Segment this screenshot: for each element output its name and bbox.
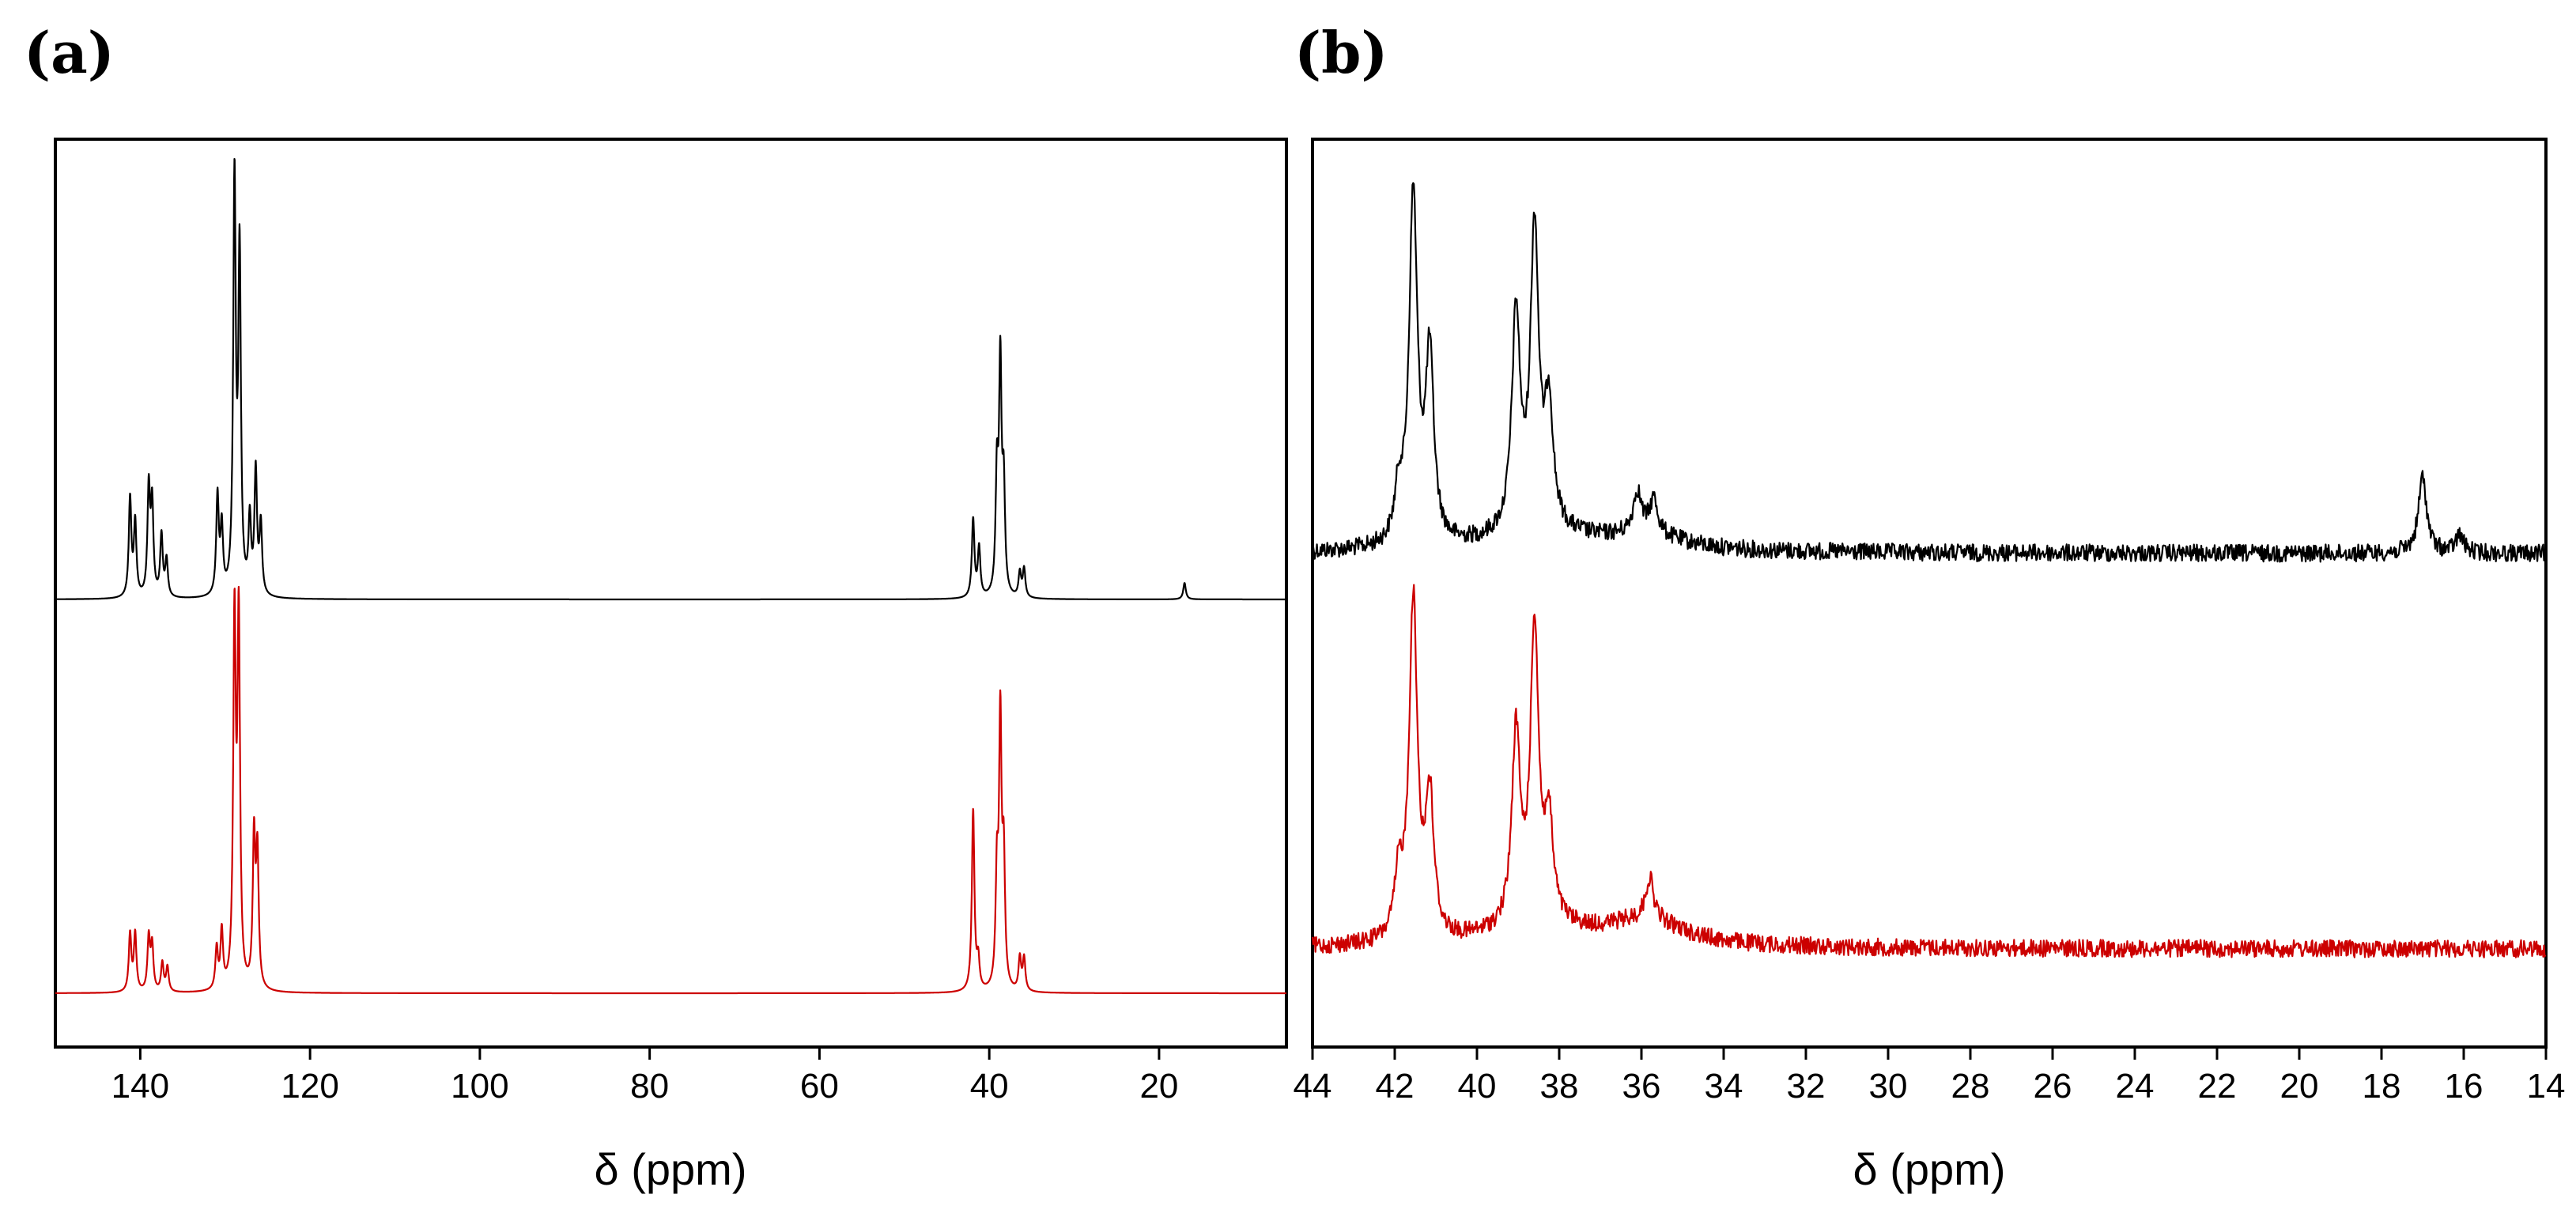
panel-a-label: (a) [24,19,115,86]
panel-b-x-tick-label: 40 [1458,1067,1497,1106]
panel-a-x-tick-label: 60 [800,1067,839,1106]
panel-b-black-spectrum [1311,182,2547,563]
panel-a-frame [54,138,1288,1049]
panel-a-traces [55,157,1287,995]
panel-b-x-tick-label: 20 [2280,1067,2319,1106]
panel-a: (a) 140 120 100 80 60 40 20 δ (ppm) [24,19,1288,1194]
panel-b-red-spectrum [1311,584,2547,958]
panel-b-x-tick-label: 22 [2198,1067,2237,1106]
panel-b-x-ticks: 44 42 40 38 36 34 32 30 28 26 24 22 20 18 16 14 [1294,1047,2566,1106]
panel-b-x-tick-label: 44 [1294,1067,1332,1106]
panel-b-x-tick-label: 26 [2034,1067,2072,1106]
panel-a-x-tick-label: 100 [451,1067,508,1106]
panel-b-label: (b) [1294,19,1388,86]
panel-b-x-tick-label: 34 [1705,1067,1743,1106]
panel-a-x-axis-title: δ (ppm) [595,1144,747,1194]
panel-a-black-spectrum [55,157,1287,601]
panel-a-x-tick-label: 140 [111,1067,169,1106]
panel-a-red-spectrum [55,585,1287,995]
panel-b-x-tick-label: 42 [1376,1067,1415,1106]
panel-a-x-ticks: 140 120 100 80 60 40 20 [111,1047,1178,1106]
panel-b-x-axis-title: δ (ppm) [1853,1144,2006,1194]
panel-b-x-tick-label: 14 [2527,1067,2566,1106]
panel-a-x-tick-label: 20 [1139,1067,1178,1106]
panel-b: (b) 44 42 40 38 36 34 32 30 28 26 24 22 20 18 16 14 δ (… [1294,19,2566,1194]
panel-b-traces [1311,182,2547,958]
panel-a-x-tick-label: 120 [281,1067,338,1106]
panel-b-x-tick-label: 30 [1869,1067,1908,1106]
panel-b-x-tick-label: 24 [2116,1067,2155,1106]
panel-b-x-tick-label: 38 [1540,1067,1579,1106]
panel-b-x-tick-label: 32 [1787,1067,1826,1106]
panel-b-x-tick-label: 16 [2445,1067,2483,1106]
panel-b-x-tick-label: 28 [1951,1067,1990,1106]
panel-b-x-tick-label: 18 [2363,1067,2401,1106]
panel-b-frame [1311,138,2548,1049]
panel-a-x-tick-label: 40 [970,1067,1009,1106]
panel-a-x-tick-label: 80 [630,1067,669,1106]
panel-b-x-tick-label: 36 [1622,1067,1661,1106]
